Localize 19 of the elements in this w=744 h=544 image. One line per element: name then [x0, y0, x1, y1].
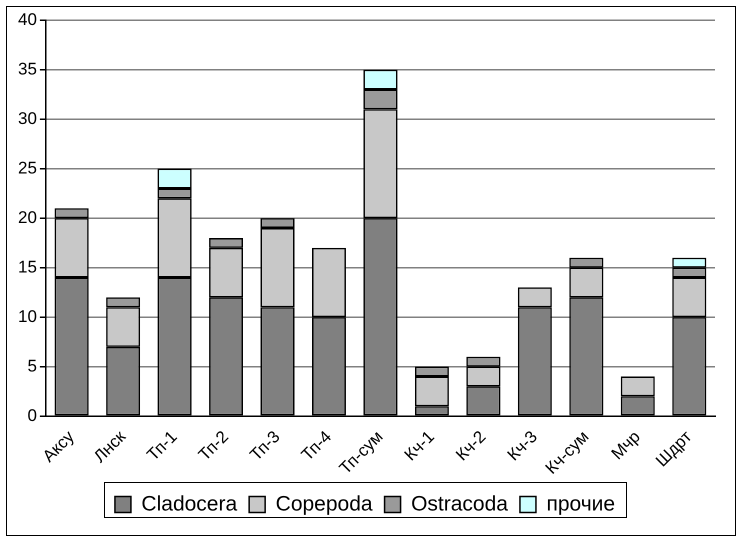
legend-label: Ostracoda — [411, 492, 508, 516]
y-tick-label: 20 — [18, 208, 37, 227]
legend-label: Copepoda — [276, 492, 373, 516]
x-tick-label: Мчр — [608, 427, 644, 464]
legend-label: прочие — [546, 492, 616, 516]
y-tick-label: 30 — [18, 108, 37, 128]
y-tick-label: 10 — [18, 306, 37, 326]
x-tick-label: Тп-4 — [298, 427, 336, 464]
y-tick-label: 15 — [18, 257, 37, 276]
y-tick-label: 0 — [27, 406, 37, 425]
x-tick-label: Тп-1 — [143, 427, 181, 464]
x-tick-label: Тп-3 — [246, 427, 284, 464]
y-tick-label: 40 — [18, 10, 37, 29]
x-tick-label: Тп-2 — [194, 427, 232, 464]
y-tick-label: 5 — [27, 356, 37, 376]
y-tick-label: 25 — [18, 158, 37, 178]
x-tick-label: Кч-1 — [400, 427, 438, 464]
legend-label: Cladocera — [141, 492, 238, 516]
y-tick-label: 35 — [18, 59, 37, 78]
